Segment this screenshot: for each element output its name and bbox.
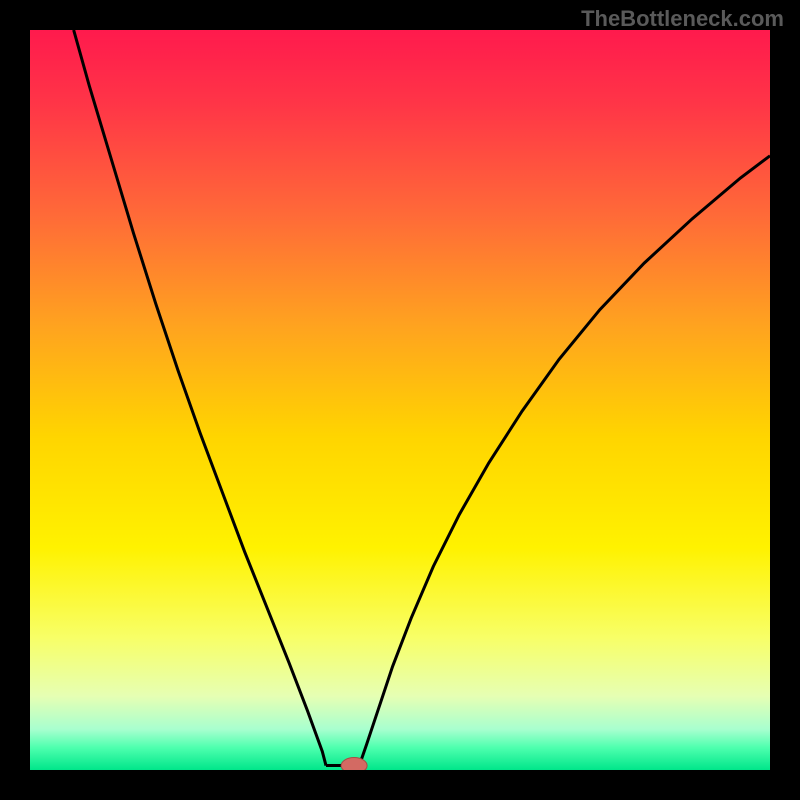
watermark-text: TheBottleneck.com bbox=[581, 6, 784, 32]
chart-frame-border bbox=[0, 0, 800, 800]
chart-root: TheBottleneck.com bbox=[0, 0, 800, 800]
